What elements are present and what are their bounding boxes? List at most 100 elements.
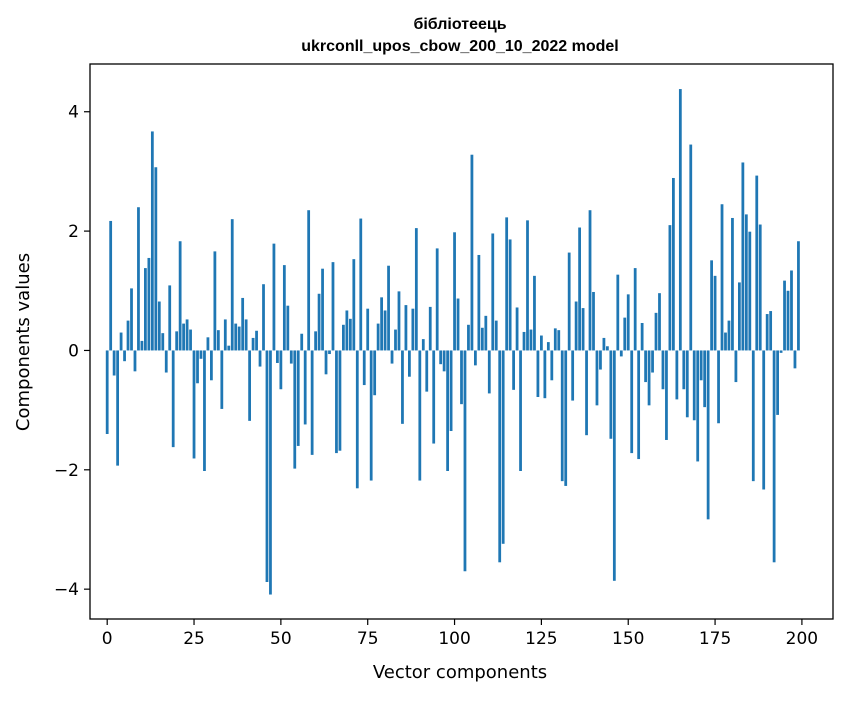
bar-component-118 <box>515 307 519 351</box>
bar-component-196 <box>786 290 790 351</box>
bar-component-92 <box>425 350 429 392</box>
bar-component-24 <box>189 329 192 351</box>
x-tick-label: 150 <box>612 629 644 649</box>
bar-component-119 <box>519 350 522 471</box>
bar-component-7 <box>130 288 133 351</box>
bar-component-127 <box>546 342 550 351</box>
bar-component-188 <box>758 224 762 351</box>
bar-component-179 <box>727 320 731 351</box>
bar-component-107 <box>477 254 481 351</box>
bar-component-8 <box>133 350 137 372</box>
bar-component-1 <box>109 220 113 351</box>
bar-component-46 <box>265 350 269 582</box>
bar-component-125 <box>540 335 543 351</box>
bar-component-59 <box>310 350 314 455</box>
bar-component-84 <box>397 291 401 351</box>
bar-component-113 <box>498 350 502 563</box>
bar-component-12 <box>147 257 151 351</box>
bar-component-74 <box>362 350 366 386</box>
bar-component-6 <box>126 320 130 351</box>
bar-component-115 <box>505 217 509 351</box>
bar-component-62 <box>321 268 324 351</box>
bar-component-195 <box>783 280 786 351</box>
chart-title-line-2: ukrconll_upos_cbow_200_10_2022 model <box>301 38 618 55</box>
bar-component-176 <box>717 350 720 424</box>
bar-component-108 <box>480 327 484 351</box>
y-tick-label: 4 <box>68 103 79 123</box>
bar-component-183 <box>741 162 745 351</box>
bar-component-0 <box>105 350 109 434</box>
bar-component-112 <box>494 320 498 351</box>
bar-component-66 <box>335 350 338 454</box>
bar-component-153 <box>637 350 641 460</box>
bar-component-137 <box>581 308 585 351</box>
bar-component-44 <box>258 350 262 367</box>
bar-component-31 <box>213 251 217 351</box>
bar-component-170 <box>696 350 700 462</box>
bar-component-71 <box>352 259 356 351</box>
bar-component-51 <box>282 265 286 351</box>
bar-component-95 <box>435 248 439 351</box>
bar-component-63 <box>324 350 328 375</box>
bar-component-128 <box>550 350 554 381</box>
bar-component-139 <box>588 210 592 351</box>
bar-component-35 <box>227 345 231 351</box>
bar-component-25 <box>192 350 196 459</box>
bar-component-111 <box>491 233 495 351</box>
bar-component-23 <box>185 319 189 351</box>
bar-component-18 <box>168 285 172 351</box>
bar-component-194 <box>779 350 783 353</box>
bar-component-159 <box>658 293 661 351</box>
bar-component-54 <box>293 350 297 469</box>
bar-component-39 <box>241 297 245 351</box>
bar-component-41 <box>248 350 251 421</box>
bar-component-143 <box>602 337 606 351</box>
y-axis-label: Components values <box>13 253 34 431</box>
bar-component-53 <box>289 350 293 364</box>
bar-component-72 <box>355 350 359 489</box>
bar-component-14 <box>154 167 158 351</box>
bar-component-189 <box>762 350 766 490</box>
bar-component-94 <box>432 350 436 444</box>
bar-component-100 <box>453 232 456 351</box>
axes-layer: 0 25 50 75 100 125 150 175 200 −4 −2 0 2 4 <box>54 63 834 649</box>
bar-component-48 <box>272 243 276 351</box>
bar-component-91 <box>421 339 425 351</box>
bar-component-42 <box>251 337 255 351</box>
bar-component-158 <box>654 312 658 351</box>
bar-component-126 <box>543 350 547 399</box>
bar-component-76 <box>369 350 373 481</box>
bar-component-199 <box>797 241 800 351</box>
bar-component-87 <box>408 350 411 377</box>
bar-component-167 <box>685 350 689 418</box>
bar-component-116 <box>508 239 512 351</box>
bar-component-120 <box>522 331 526 351</box>
bar-component-28 <box>203 350 206 471</box>
bar-component-166 <box>682 350 686 390</box>
bar-component-9 <box>137 207 140 351</box>
bar-component-57 <box>303 350 307 425</box>
x-tick-label: 100 <box>438 629 470 649</box>
bar-component-34 <box>223 319 227 351</box>
bar-component-133 <box>567 252 571 351</box>
x-axis-label: Vector components <box>373 662 547 683</box>
bar-component-19 <box>171 350 175 448</box>
bar-component-37 <box>234 323 238 351</box>
bar-component-135 <box>574 301 578 351</box>
bar-component-182 <box>738 282 741 351</box>
bar-component-117 <box>512 350 515 390</box>
bar-component-148 <box>619 350 623 357</box>
bar-component-75 <box>366 308 370 351</box>
bar-component-129 <box>553 328 557 351</box>
bar-component-197 <box>790 270 793 351</box>
bar-component-145 <box>609 350 613 439</box>
bar-component-55 <box>296 350 300 446</box>
bar-component-155 <box>644 350 647 383</box>
bar-component-60 <box>314 331 317 351</box>
bar-component-154 <box>640 323 644 351</box>
bar-component-21 <box>178 241 182 351</box>
bar-component-187 <box>755 175 759 351</box>
chart-title-line-1: бібліотеець <box>413 16 506 33</box>
bar-component-83 <box>394 329 397 351</box>
bar-component-88 <box>411 308 415 351</box>
